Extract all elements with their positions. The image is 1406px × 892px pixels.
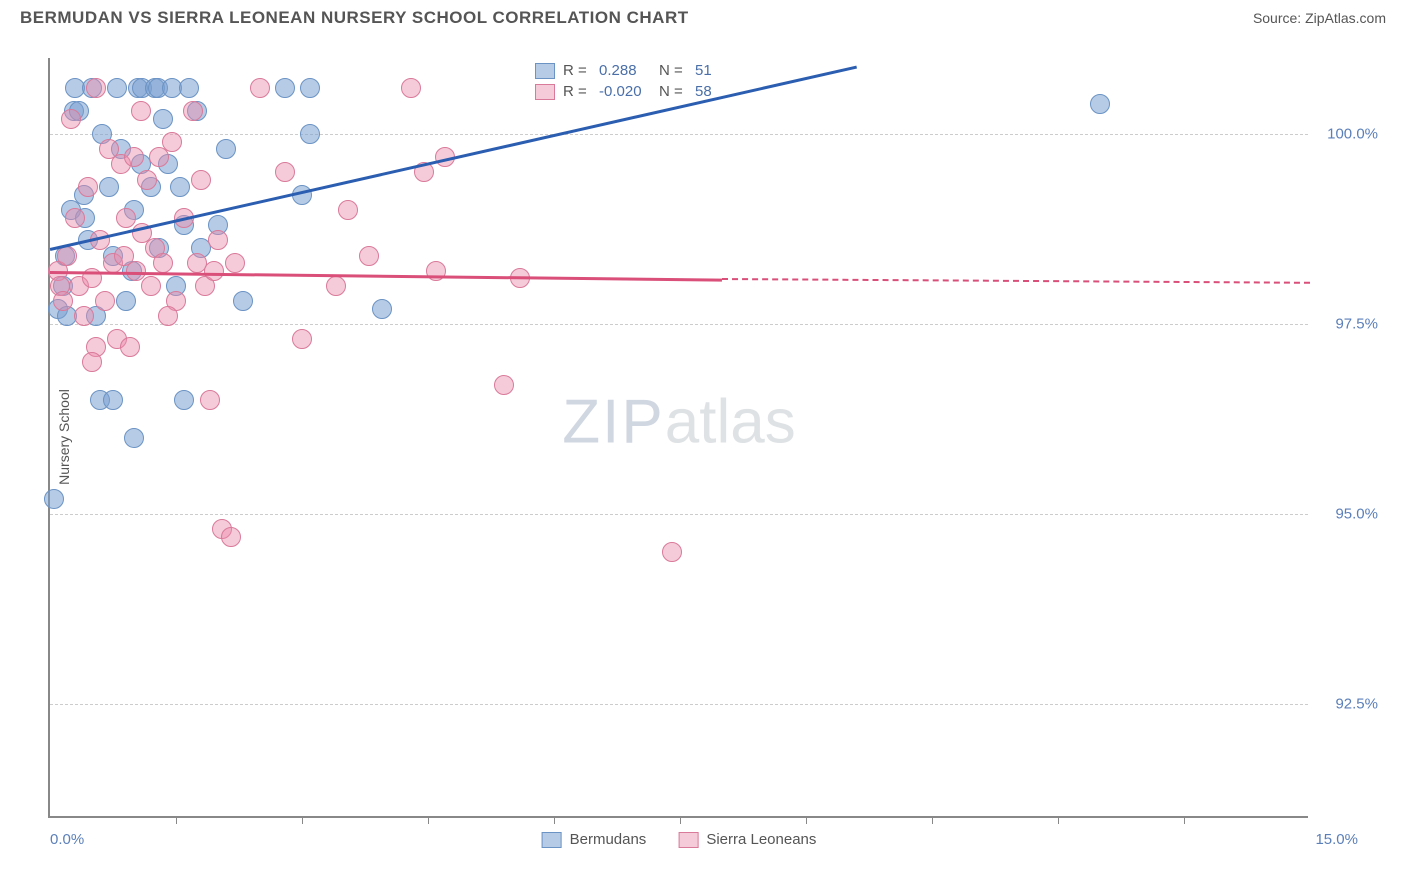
data-point bbox=[204, 261, 224, 281]
stat-label: N = bbox=[659, 62, 687, 79]
data-point bbox=[107, 78, 127, 98]
legend-label: Bermudans bbox=[570, 831, 647, 848]
stat-label: N = bbox=[659, 83, 687, 100]
y-axis-label: Nursery School bbox=[56, 389, 72, 485]
x-tick bbox=[302, 816, 303, 824]
data-point bbox=[86, 78, 106, 98]
trend-line bbox=[722, 278, 1310, 284]
x-tick bbox=[806, 816, 807, 824]
gridline bbox=[50, 324, 1308, 325]
stat-r-value: 0.288 bbox=[599, 62, 651, 79]
data-point bbox=[120, 337, 140, 357]
data-point bbox=[74, 306, 94, 326]
data-point bbox=[221, 527, 241, 547]
y-tick-label: 92.5% bbox=[1335, 696, 1378, 713]
data-point bbox=[338, 200, 358, 220]
data-point bbox=[275, 78, 295, 98]
data-point bbox=[131, 101, 151, 121]
x-tick bbox=[176, 816, 177, 824]
scatter-chart: Nursery School ZIPatlas R =0.288N =51R =… bbox=[48, 58, 1308, 818]
data-point bbox=[233, 291, 253, 311]
gridline bbox=[50, 704, 1308, 705]
data-point bbox=[126, 261, 146, 281]
data-point bbox=[44, 489, 64, 509]
data-point bbox=[1090, 94, 1110, 114]
data-point bbox=[300, 78, 320, 98]
data-point bbox=[153, 253, 173, 273]
y-tick-label: 100.0% bbox=[1327, 126, 1378, 143]
data-point bbox=[225, 253, 245, 273]
data-point bbox=[300, 124, 320, 144]
data-point bbox=[61, 109, 81, 129]
legend-swatch bbox=[535, 84, 555, 100]
source-attribution: Source: ZipAtlas.com bbox=[1253, 10, 1386, 26]
x-tick bbox=[554, 816, 555, 824]
data-point bbox=[292, 329, 312, 349]
y-tick-label: 97.5% bbox=[1335, 316, 1378, 333]
data-point bbox=[116, 208, 136, 228]
gridline bbox=[50, 134, 1308, 135]
data-point bbox=[170, 177, 190, 197]
data-point bbox=[200, 390, 220, 410]
data-point bbox=[124, 147, 144, 167]
stat-r-value: -0.020 bbox=[599, 83, 651, 100]
data-point bbox=[162, 132, 182, 152]
stat-n-value: 51 bbox=[695, 62, 747, 79]
data-point bbox=[183, 101, 203, 121]
legend-swatch bbox=[535, 63, 555, 79]
stat-row: R = 0.288 N = 51 bbox=[535, 62, 747, 79]
data-point bbox=[359, 246, 379, 266]
data-point bbox=[53, 291, 73, 311]
data-point bbox=[153, 109, 173, 129]
data-point bbox=[179, 78, 199, 98]
stat-label: R = bbox=[563, 83, 591, 100]
data-point bbox=[158, 306, 178, 326]
data-point bbox=[401, 78, 421, 98]
stat-label: R = bbox=[563, 62, 591, 79]
gridline bbox=[50, 514, 1308, 515]
data-point bbox=[124, 428, 144, 448]
x-tick bbox=[680, 816, 681, 824]
data-point bbox=[275, 162, 295, 182]
y-tick-label: 95.0% bbox=[1335, 506, 1378, 523]
data-point bbox=[99, 177, 119, 197]
legend-swatch bbox=[542, 832, 562, 848]
data-point bbox=[65, 208, 85, 228]
data-point bbox=[326, 276, 346, 296]
data-point bbox=[662, 542, 682, 562]
data-point bbox=[103, 390, 123, 410]
x-axis-max-label: 15.0% bbox=[1315, 831, 1358, 848]
watermark: ZIPatlas bbox=[562, 386, 795, 457]
data-point bbox=[174, 390, 194, 410]
data-point bbox=[95, 291, 115, 311]
legend-item: Bermudans bbox=[542, 831, 647, 848]
data-point bbox=[494, 375, 514, 395]
x-tick bbox=[1184, 816, 1185, 824]
legend-swatch bbox=[678, 832, 698, 848]
data-point bbox=[250, 78, 270, 98]
x-tick bbox=[932, 816, 933, 824]
header: BERMUDAN VS SIERRA LEONEAN NURSERY SCHOO… bbox=[0, 0, 1406, 32]
chart-title: BERMUDAN VS SIERRA LEONEAN NURSERY SCHOO… bbox=[20, 8, 689, 28]
x-tick bbox=[428, 816, 429, 824]
data-point bbox=[82, 352, 102, 372]
data-point bbox=[191, 170, 211, 190]
data-point bbox=[116, 291, 136, 311]
data-point bbox=[208, 230, 228, 250]
data-point bbox=[57, 246, 77, 266]
x-axis-min-label: 0.0% bbox=[50, 831, 84, 848]
data-point bbox=[141, 276, 161, 296]
data-point bbox=[372, 299, 392, 319]
legend-label: Sierra Leoneans bbox=[706, 831, 816, 848]
legend: Bermudans Sierra Leoneans bbox=[542, 831, 817, 848]
x-tick bbox=[1058, 816, 1059, 824]
data-point bbox=[78, 177, 98, 197]
data-point bbox=[216, 139, 236, 159]
data-point bbox=[137, 170, 157, 190]
legend-item: Sierra Leoneans bbox=[678, 831, 816, 848]
